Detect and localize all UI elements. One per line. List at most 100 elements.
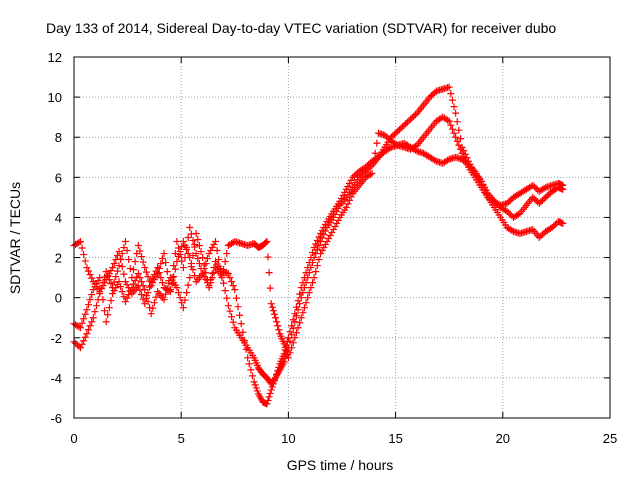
data-point-interp (299, 309, 307, 317)
data-point-interp (191, 241, 199, 249)
data-point-interp (274, 322, 282, 330)
data-point-interp (149, 304, 157, 312)
data-point-interp (402, 120, 410, 128)
data-point (542, 193, 550, 201)
data-point-interp (81, 310, 89, 318)
data-point-interp (292, 303, 300, 311)
data-point-interp (288, 322, 296, 330)
data-point-interp (178, 243, 186, 251)
data-point (205, 284, 213, 292)
data-point-interp (315, 242, 323, 250)
data-point-interp (264, 396, 272, 404)
data-point (336, 197, 344, 205)
data-point-interp (223, 294, 231, 302)
data-point-interp (344, 200, 352, 208)
data-point-interp (320, 244, 328, 252)
data-point-interp (210, 269, 218, 277)
data-point-interp (296, 290, 304, 298)
data-point-interp (305, 259, 313, 267)
data-point-interp (136, 247, 144, 255)
data-point-interp (176, 248, 184, 256)
data-point-interp (299, 289, 307, 297)
data-point-interp (326, 231, 334, 239)
data-point-interp (105, 270, 113, 278)
series-2 (70, 139, 567, 388)
data-point-interp (155, 269, 163, 277)
data-point (83, 264, 91, 272)
data-point-interp (208, 274, 216, 282)
data-point (548, 223, 556, 231)
data-point-interp (270, 310, 278, 318)
data-point-interp (265, 269, 273, 277)
y-tick-label: -2 (50, 331, 62, 346)
data-point-interp (202, 269, 210, 277)
data-point-interp (84, 301, 92, 309)
data-point-interp (545, 190, 553, 198)
data-point-interp (187, 260, 195, 268)
data-point-interp (328, 228, 336, 236)
data-point (76, 324, 84, 332)
data-point-interp (105, 304, 113, 312)
data-point (89, 314, 97, 322)
data-point-interp (84, 326, 92, 334)
plot-frame (73, 56, 611, 419)
data-point-interp (339, 191, 347, 199)
data-point-interp (149, 274, 157, 282)
data-point (109, 264, 117, 272)
data-point-interp (532, 184, 540, 192)
data-point-interp (181, 242, 189, 250)
data-point (267, 386, 275, 394)
data-point-interp (150, 299, 158, 307)
data-point (381, 131, 389, 139)
data-point-interp (386, 144, 394, 152)
data-point-interp (176, 294, 184, 302)
data-point-interp (228, 278, 236, 286)
data-point-interp (313, 262, 321, 270)
data-point-interp (144, 289, 152, 297)
data-point-interp (226, 274, 234, 282)
data-point-interp (72, 339, 80, 347)
data-point-interp (505, 198, 513, 206)
y-tick-label: 2 (55, 251, 62, 266)
data-point (267, 300, 275, 308)
data-point-interp (139, 258, 147, 266)
data-point-interp (447, 121, 455, 129)
data-point-interp (112, 273, 120, 281)
data-point-interp (94, 277, 102, 285)
data-point (115, 262, 123, 270)
data-point (445, 117, 453, 125)
data-point-interp (146, 283, 154, 291)
data-point (323, 238, 331, 246)
data-point-interp (162, 259, 170, 267)
data-point (407, 115, 415, 123)
data-point (284, 334, 292, 342)
data-point (349, 173, 357, 181)
data-point-interp (450, 103, 458, 111)
data-point-interp (320, 230, 328, 238)
data-point-interp (448, 96, 456, 104)
data-point (199, 270, 207, 278)
y-tick-label: 4 (55, 210, 62, 225)
data-point-interp (168, 280, 176, 288)
data-point-interp (550, 222, 558, 230)
data-point-interp (181, 296, 189, 304)
data-point-interp (444, 156, 452, 164)
data-point-interp (138, 291, 146, 299)
data-point-interp (389, 132, 397, 140)
data-point-interp (399, 123, 407, 131)
data-point-interp (540, 184, 548, 192)
data-point (231, 286, 239, 294)
data-point (503, 199, 511, 207)
data-point-interp (395, 126, 403, 134)
data-point-interp (117, 255, 125, 263)
data-point-interp (175, 244, 183, 252)
data-point-interp (99, 282, 107, 290)
data-point (115, 248, 123, 256)
data-point (280, 340, 288, 348)
data-point-interp (78, 340, 86, 348)
data-point-interp (538, 196, 546, 204)
data-point-interp (131, 277, 139, 285)
data-point (179, 238, 187, 246)
data-point-interp (397, 124, 405, 132)
y-tick-label: 8 (55, 130, 62, 145)
